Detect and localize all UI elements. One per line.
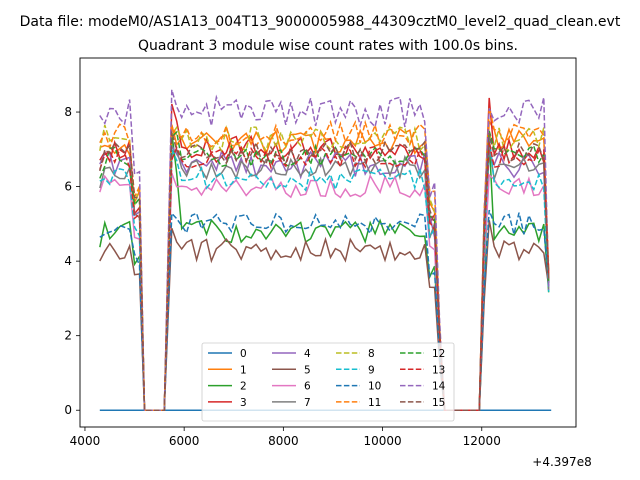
legend-entry-label: 5: [304, 364, 311, 376]
legend-entry-label: 8: [368, 348, 375, 360]
legend-entry-label: 15: [432, 397, 445, 409]
legend-entry-label: 14: [432, 381, 446, 393]
legend-box: [201, 342, 455, 422]
chart-title: Quadrant 3 module wise count rates with …: [138, 38, 518, 54]
series-line-11: [99, 107, 550, 411]
x-tick-label: 6000: [169, 434, 200, 448]
x-axis: 4000 6000 8000 10000 12000: [70, 427, 501, 448]
series-line-15: [99, 131, 550, 411]
y-tick-label: 4: [64, 254, 72, 268]
x-offset-label: +4.397e8: [532, 455, 591, 469]
figure-suptitle: Data file: modeM0/AS1A13_004T13_90000059…: [20, 14, 621, 30]
legend-entry-label: 6: [304, 381, 311, 393]
series-layer: [99, 89, 552, 411]
x-tick-label: 8000: [268, 434, 299, 448]
legend-entry-label: 1: [240, 364, 247, 376]
legend-entry-label: 10: [368, 381, 381, 393]
legend-entry-label: 12: [432, 348, 445, 360]
legend-entry-label: 2: [240, 381, 247, 393]
legend-entry-label: 9: [368, 364, 375, 376]
axes-frame: [79, 57, 577, 428]
y-axis: 0 2 4 6 8: [64, 105, 80, 417]
y-tick-label: 0: [64, 403, 72, 417]
legend-entry-label: 7: [304, 397, 311, 409]
x-tick-label: 12000: [463, 434, 501, 448]
y-tick-label: 6: [64, 180, 72, 194]
x-tick-label: 10000: [363, 434, 401, 448]
legend-entry-label: 0: [240, 348, 247, 360]
y-tick-label: 8: [64, 105, 72, 119]
legend-entry-label: 13: [432, 364, 445, 376]
legend-entry-label: 4: [304, 348, 311, 360]
y-tick-label: 2: [64, 329, 72, 343]
x-tick-label: 4000: [70, 434, 101, 448]
legend-entry-label: 11: [368, 397, 381, 409]
legend-entry-label: 3: [240, 397, 247, 409]
